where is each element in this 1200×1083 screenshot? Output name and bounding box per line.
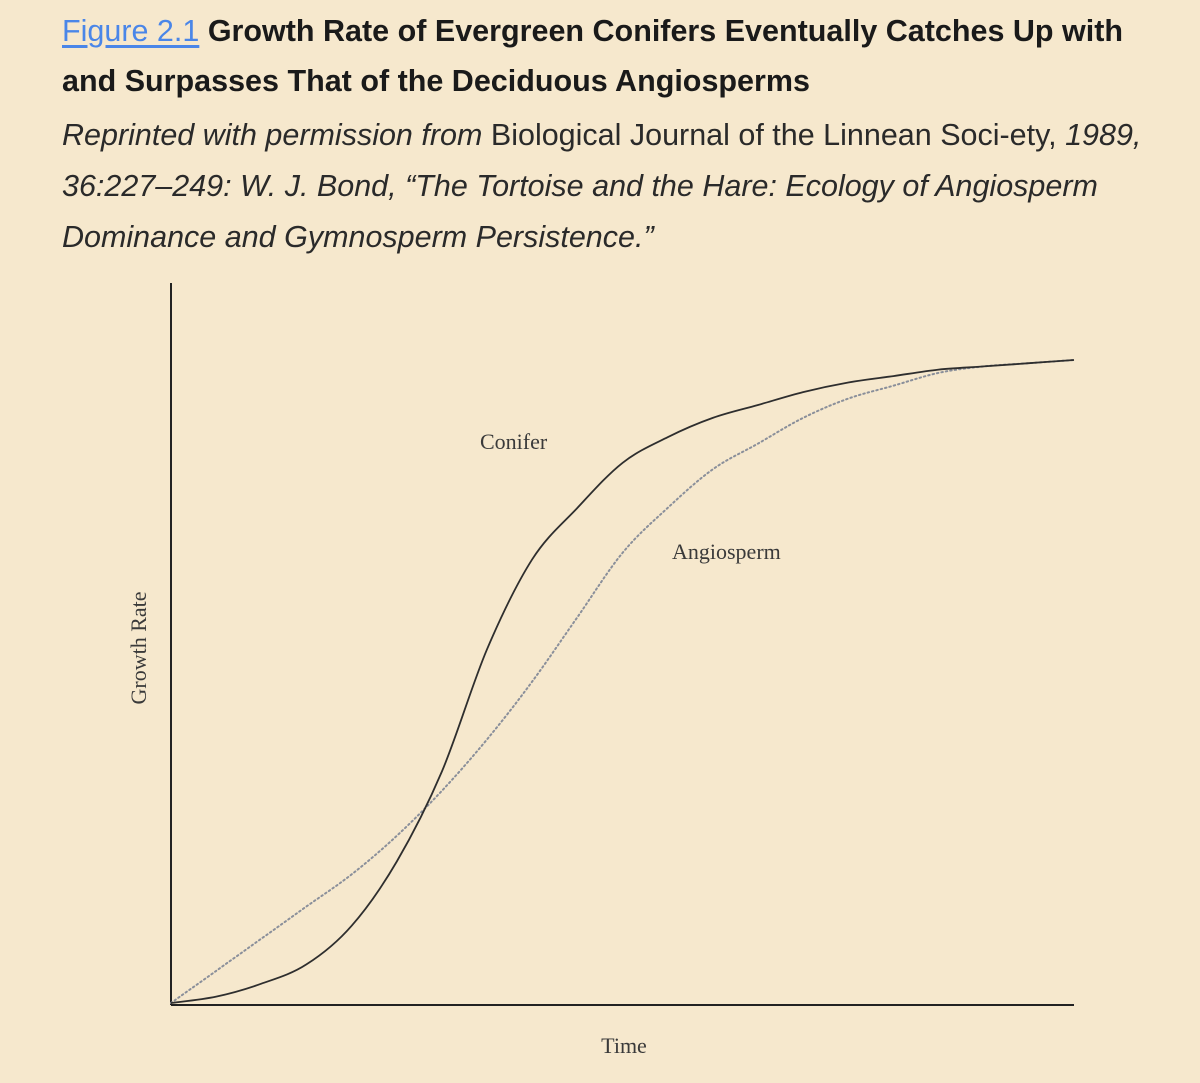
- figure-caption: Figure 2.1 Growth Rate of Evergreen Coni…: [62, 6, 1152, 263]
- credit-journal: Biological Journal of the Linnean Soci-e…: [490, 118, 1057, 152]
- figure-title: Growth Rate of Evergreen Conifers Eventu…: [62, 14, 1124, 98]
- series-label-conifer: Conifer: [480, 429, 548, 454]
- y-axis-label: Growth Rate: [126, 591, 151, 704]
- credit-citation: 1989, 36:227–249: W. J. Bond, “The Torto…: [62, 118, 1142, 254]
- figure-title-line: Figure 2.1 Growth Rate of Evergreen Coni…: [62, 6, 1152, 106]
- series-line-conifer: [170, 359, 1075, 1004]
- figure-credit: Reprinted with permission from Biologica…: [62, 110, 1152, 263]
- credit-prefix: Reprinted with permission from: [62, 118, 483, 152]
- figure-link[interactable]: Figure 2.1: [62, 14, 200, 48]
- x-axis-label: Time: [601, 1033, 647, 1058]
- series-line-angiosperm: [170, 359, 1075, 1004]
- series-label-angiosperm: Angiosperm: [672, 539, 781, 564]
